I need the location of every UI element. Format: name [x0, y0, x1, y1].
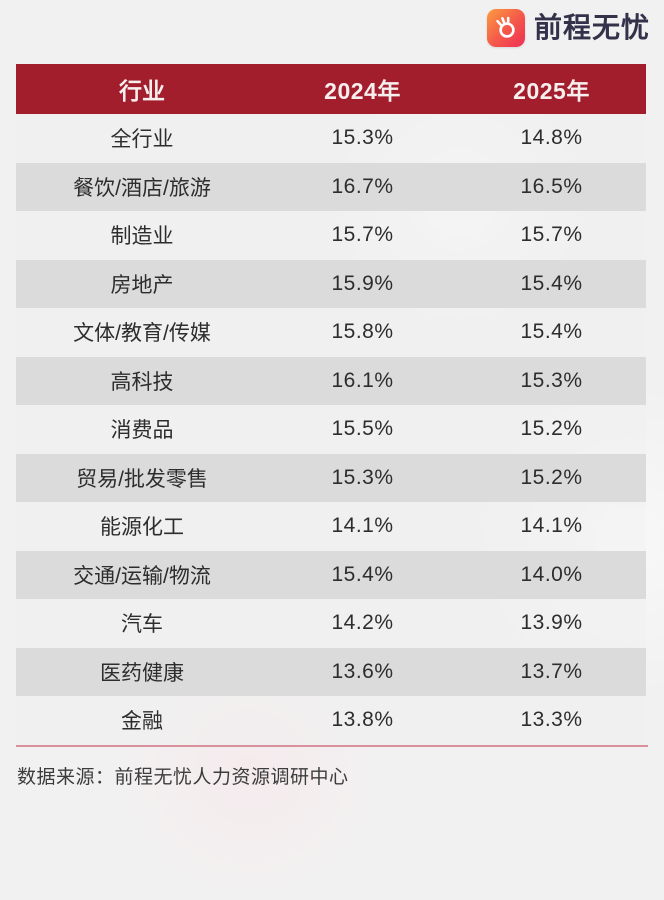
value-2024-cell: 16.7% — [331, 174, 394, 198]
header-industry: 行业 — [119, 78, 165, 104]
industry-cell: 餐饮/酒店/旅游 — [73, 176, 211, 200]
value-2024-cell: 16.1% — [331, 368, 394, 392]
value-2025-cell: 14.1% — [520, 514, 583, 538]
table-row: 汽车 14.2% 13.9% — [16, 599, 646, 648]
industry-cell: 高科技 — [110, 370, 174, 394]
table-row: 贸易/批发零售 15.3% 15.2% — [16, 453, 646, 502]
value-2025-cell: 14.0% — [520, 562, 583, 586]
industry-cell: 制造业 — [110, 225, 174, 249]
table-row: 金融 13.8% 13.3% — [16, 696, 646, 745]
value-2025-cell: 13.7% — [520, 659, 583, 683]
industry-cell: 全行业 — [110, 128, 174, 152]
industry-cell: 房地产 — [110, 273, 174, 297]
table-row: 医药健康 13.6% 13.7% — [16, 647, 646, 696]
value-2024-cell: 15.8% — [331, 320, 394, 344]
footer-divider — [16, 745, 648, 747]
value-2024-cell: 14.2% — [331, 611, 394, 635]
data-source-note: 数据来源：前程无忧人力资源调研中心 — [17, 767, 349, 788]
value-2025-cell: 13.9% — [520, 611, 583, 635]
table-row: 制造业 15.7% 15.7% — [16, 211, 646, 260]
table-row: 全行业 15.3% 14.8% — [16, 114, 646, 163]
table-row: 房地产 15.9% 15.4% — [16, 259, 646, 308]
industry-cell: 交通/运输/物流 — [73, 564, 211, 588]
value-2024-cell: 13.8% — [331, 708, 394, 732]
value-2025-cell: 15.4% — [520, 320, 583, 344]
value-2025-cell: 13.3% — [520, 708, 583, 732]
industry-cell: 能源化工 — [100, 516, 184, 540]
value-2025-cell: 15.7% — [520, 223, 583, 247]
value-2024-cell: 15.4% — [331, 562, 394, 586]
brand-logo: 前程无忧 — [486, 9, 650, 47]
table-row: 能源化工 14.1% 14.1% — [16, 502, 646, 551]
industry-cell: 汽车 — [121, 613, 163, 637]
value-2025-cell: 15.4% — [520, 271, 583, 295]
table-header-row: 行业 2024年 2025年 — [16, 64, 646, 114]
value-2024-cell: 13.6% — [331, 659, 394, 683]
industry-cell: 消费品 — [110, 419, 174, 443]
table-body: 全行业 15.3% 14.8% 餐饮/酒店/旅游 16.7% 16.5% 制造业… — [16, 114, 646, 745]
value-2025-cell: 15.2% — [520, 465, 583, 489]
brand-wordmark: 前程无忧 — [533, 12, 650, 43]
value-2024-cell: 15.3% — [331, 126, 394, 150]
value-2025-cell: 14.8% — [520, 126, 583, 150]
table-row: 文体/教育/传媒 15.8% 15.4% — [16, 308, 646, 357]
value-2024-cell: 14.1% — [331, 514, 394, 538]
value-2024-cell: 15.9% — [331, 271, 394, 295]
table-row: 餐饮/酒店/旅游 16.7% 16.5% — [16, 162, 646, 211]
value-2024-cell: 15.5% — [331, 417, 394, 441]
table-row: 高科技 16.1% 15.3% — [16, 356, 646, 405]
industry-cell: 医药健康 — [100, 661, 184, 685]
header-2024: 2024年 — [324, 78, 401, 104]
table-row: 交通/运输/物流 15.4% 14.0% — [16, 550, 646, 599]
value-2024-cell: 15.3% — [331, 465, 394, 489]
industry-cell: 金融 — [121, 710, 163, 734]
value-2025-cell: 15.3% — [520, 368, 583, 392]
industry-table: 行业 2024年 2025年 全行业 15.3% 14.8% 餐饮/酒店/旅游 … — [16, 64, 646, 745]
header-2025: 2025年 — [513, 78, 590, 104]
value-2024-cell: 15.7% — [331, 223, 394, 247]
table-row: 消费品 15.5% 15.2% — [16, 405, 646, 454]
value-2025-cell: 16.5% — [520, 174, 583, 198]
hand-gesture-icon — [486, 9, 525, 47]
industry-cell: 贸易/批发零售 — [76, 467, 208, 491]
industry-cell: 文体/教育/传媒 — [73, 322, 211, 346]
value-2025-cell: 15.2% — [520, 417, 583, 441]
